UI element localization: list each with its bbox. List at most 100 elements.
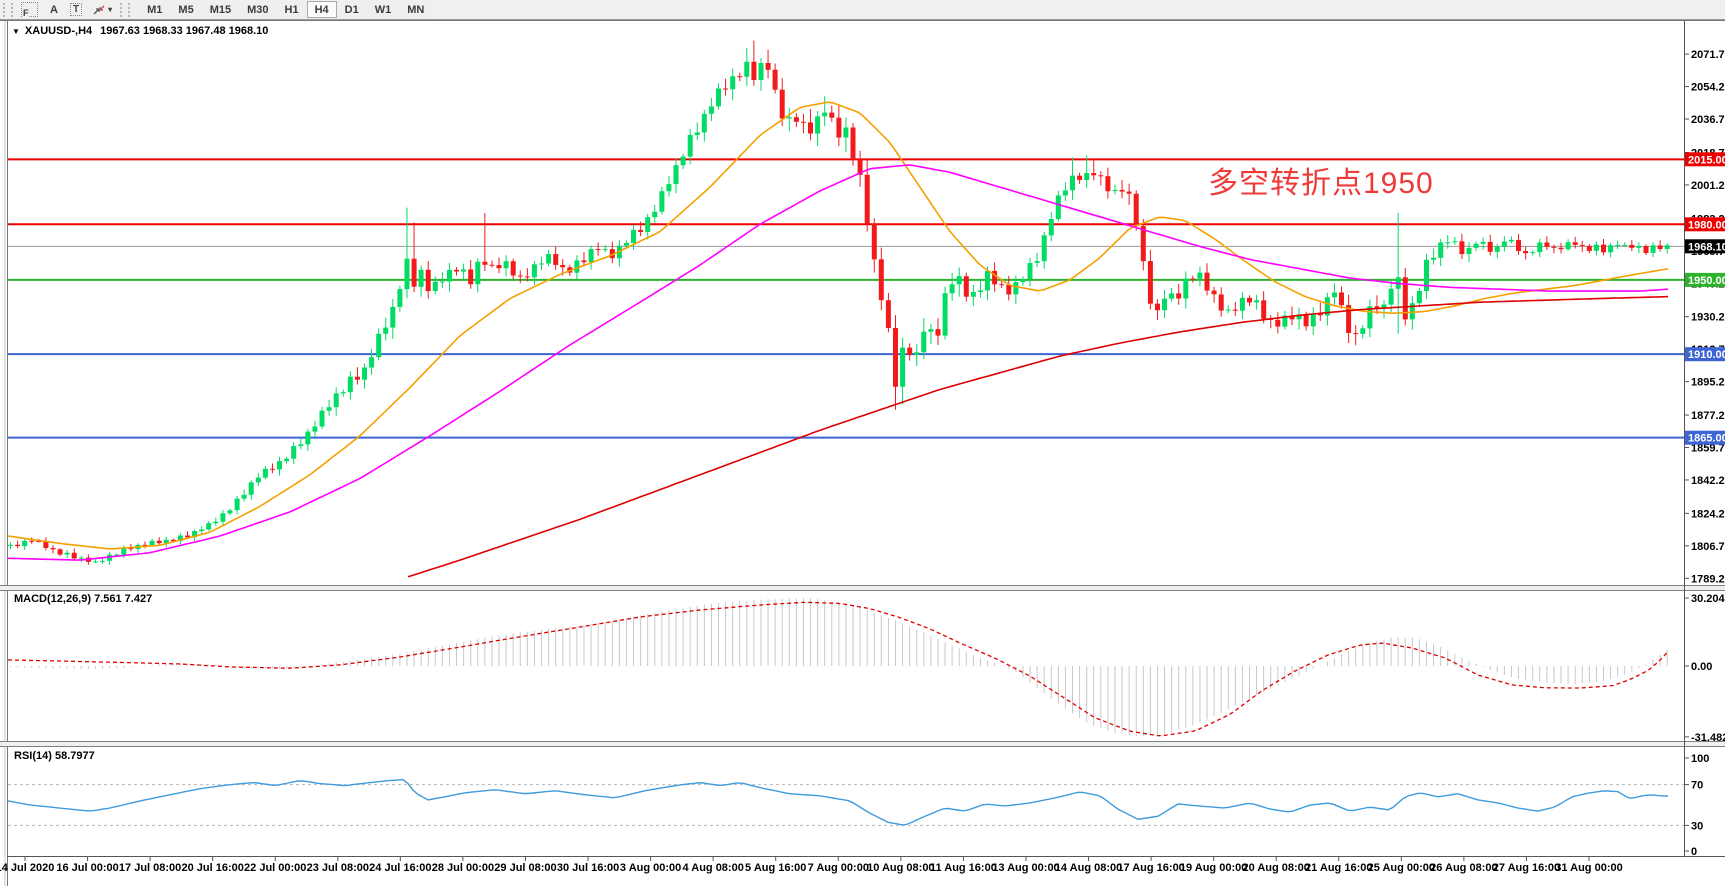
candle-body	[864, 174, 870, 224]
time-tick-label: 10 Aug 08:00	[867, 862, 934, 874]
candle-body	[284, 458, 290, 462]
candle-body	[1664, 245, 1670, 249]
candle-body	[687, 135, 693, 157]
candle-body	[1239, 297, 1245, 311]
candle-body	[942, 293, 948, 336]
arrows-tool-button[interactable]: ▾	[87, 1, 117, 18]
rsi-tick-label: 70	[1691, 780, 1703, 792]
candle-body	[716, 88, 721, 107]
candle-body	[588, 249, 594, 263]
candle-body	[213, 521, 219, 524]
candle-body	[581, 260, 587, 263]
level-price-label: 1950.00	[1688, 275, 1725, 287]
price-tick-label: 1789.20	[1691, 573, 1725, 585]
candle-body	[1388, 288, 1394, 305]
candle-body	[277, 461, 282, 470]
candle-body	[1232, 309, 1238, 311]
candle-body	[1119, 189, 1125, 192]
candle-body	[624, 243, 629, 246]
rsi-label: RSI(14) 58.7977	[14, 750, 95, 762]
candle-body	[1020, 279, 1026, 283]
toolbar-grip[interactable]	[3, 2, 13, 17]
candle-body	[121, 548, 127, 555]
panel-separator-bar[interactable]	[0, 586, 1725, 590]
candle-body	[1133, 193, 1139, 227]
time-tick-label: 5 Aug 16:00	[745, 862, 806, 874]
time-tick-label: 3 Aug 00:00	[620, 862, 681, 874]
letter-a-icon: A	[50, 3, 58, 16]
candle-body	[1211, 290, 1217, 295]
text-label-button[interactable]: T	[65, 1, 87, 18]
candle-body	[1402, 277, 1408, 320]
timeframe-button-h4[interactable]: H4	[306, 1, 337, 18]
candle-body	[829, 112, 835, 118]
candle-body	[1303, 314, 1309, 327]
candle-body	[418, 269, 424, 287]
candle-body	[482, 261, 488, 265]
candle-body	[779, 89, 785, 119]
candle-body	[1254, 300, 1260, 303]
candle-body	[723, 88, 729, 90]
candle-body	[333, 393, 339, 408]
timeframe-button-m15[interactable]: M15	[201, 1, 240, 18]
candle-body	[15, 544, 21, 547]
candle-body	[822, 112, 828, 117]
candle-body	[652, 211, 658, 218]
candle-body	[659, 191, 665, 212]
candle-body	[1282, 315, 1288, 327]
candle-body	[1622, 244, 1628, 246]
candle-body	[1509, 239, 1514, 242]
letter-a-button[interactable]: A	[43, 1, 65, 18]
time-tick-label: 4 Aug 08:00	[682, 862, 743, 874]
candle-body	[673, 165, 679, 185]
toolbar-grip-2[interactable]	[120, 2, 131, 17]
candle-body	[694, 132, 700, 136]
candle-body	[305, 431, 311, 445]
panel-separator-bar[interactable]	[0, 742, 1725, 746]
candle-body	[1374, 306, 1380, 309]
candle-body	[1353, 333, 1359, 335]
candle-body	[404, 258, 410, 290]
candle-body	[907, 347, 913, 355]
candle-body	[1367, 306, 1373, 329]
candle-body	[468, 269, 474, 285]
time-tick-label: 13 Aug 00:00	[992, 862, 1059, 874]
candle-body	[1473, 243, 1479, 248]
time-tick-label: 14 Jul 2020	[0, 862, 54, 874]
timeframe-button-mn[interactable]: MN	[399, 1, 433, 18]
candle-body	[241, 494, 247, 499]
candle-body	[114, 554, 120, 556]
candle-body	[970, 292, 976, 297]
timeframe-button-m1[interactable]: M1	[139, 1, 171, 18]
candle-body	[1629, 244, 1635, 248]
candle-body	[560, 264, 566, 268]
timeframe-button-d1[interactable]: D1	[336, 1, 367, 18]
candle-body	[1204, 272, 1210, 291]
candle-body	[1225, 309, 1231, 311]
price-tick-label: 1806.70	[1691, 541, 1725, 553]
candle-body	[1275, 319, 1281, 327]
candle-body	[1197, 272, 1203, 279]
grid-f-button[interactable]: F	[16, 1, 43, 18]
macd-tick-label: 0.00	[1691, 661, 1712, 673]
candle-body	[1048, 219, 1054, 236]
timeframe-button-m30[interactable]: M30	[239, 1, 277, 18]
candle-body	[1027, 263, 1033, 280]
collapse-arrow-icon[interactable]: ▼	[12, 27, 20, 36]
candle-body	[369, 357, 375, 368]
candle-body	[1409, 303, 1415, 320]
current-price-label-badge	[1685, 239, 1725, 254]
candle-body	[885, 300, 891, 328]
candle-body	[730, 76, 736, 90]
candle-body	[1098, 175, 1104, 177]
time-tick-label: 11 Aug 16:00	[930, 862, 997, 874]
timeframe-button-m5[interactable]: M5	[170, 1, 202, 18]
level-price-label-badge	[1685, 272, 1725, 287]
timeframe-button-h1[interactable]: H1	[276, 1, 307, 18]
candle-body	[878, 259, 884, 301]
candle-body	[1062, 190, 1068, 196]
timeframe-button-w1[interactable]: W1	[366, 1, 400, 18]
time-tick-label: 16 Jul 00:00	[56, 862, 118, 874]
